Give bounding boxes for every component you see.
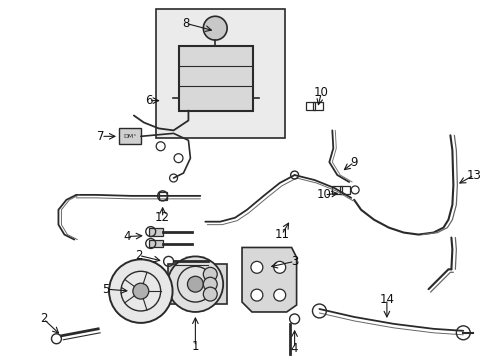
Text: 9: 9 bbox=[350, 156, 357, 168]
Circle shape bbox=[250, 289, 263, 301]
Bar bbox=[178, 46, 252, 111]
Circle shape bbox=[273, 289, 285, 301]
Bar bbox=[313, 102, 323, 109]
Bar bbox=[340, 186, 349, 194]
Bar bbox=[158, 192, 166, 200]
Text: 5: 5 bbox=[102, 283, 109, 296]
Bar bbox=[185, 256, 205, 312]
Bar bbox=[305, 102, 315, 109]
Circle shape bbox=[203, 277, 217, 291]
Text: 8: 8 bbox=[182, 17, 189, 30]
Bar bbox=[148, 228, 163, 235]
Text: 10: 10 bbox=[313, 86, 328, 99]
Polygon shape bbox=[242, 247, 296, 312]
Circle shape bbox=[203, 267, 217, 281]
Text: 2: 2 bbox=[40, 312, 47, 325]
Text: 13: 13 bbox=[466, 168, 481, 181]
Text: 4: 4 bbox=[123, 230, 130, 243]
Circle shape bbox=[187, 276, 203, 292]
Text: 3: 3 bbox=[290, 255, 298, 268]
Bar bbox=[332, 186, 342, 194]
Text: 10: 10 bbox=[316, 188, 331, 201]
Text: 2: 2 bbox=[135, 249, 142, 262]
Bar bbox=[185, 256, 205, 312]
Text: 6: 6 bbox=[145, 94, 152, 107]
Text: 4: 4 bbox=[290, 342, 298, 355]
Text: 1: 1 bbox=[191, 340, 199, 353]
Circle shape bbox=[109, 260, 172, 323]
Text: 7: 7 bbox=[97, 130, 104, 143]
Bar bbox=[155, 9, 284, 138]
Bar bbox=[119, 129, 141, 144]
Text: 12: 12 bbox=[155, 211, 170, 224]
Bar bbox=[167, 264, 226, 304]
Circle shape bbox=[203, 287, 217, 301]
Circle shape bbox=[273, 261, 285, 273]
Text: 14: 14 bbox=[379, 293, 394, 306]
Text: DM°: DM° bbox=[123, 134, 136, 139]
Circle shape bbox=[167, 256, 223, 312]
Bar bbox=[148, 239, 163, 247]
Text: 11: 11 bbox=[274, 228, 288, 241]
Circle shape bbox=[133, 283, 148, 299]
Circle shape bbox=[250, 261, 263, 273]
Circle shape bbox=[203, 16, 226, 40]
